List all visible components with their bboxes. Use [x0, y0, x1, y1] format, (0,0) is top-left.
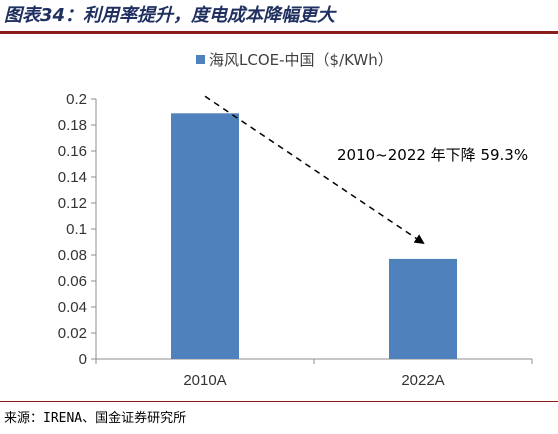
legend: 海风LCOE-中国（$/KWh）: [196, 51, 393, 69]
legend-swatch: [196, 55, 205, 64]
bar-series: [171, 113, 457, 359]
y-tick-label: 0.08: [58, 247, 87, 264]
y-tick-label: 0.12: [58, 195, 87, 212]
y-tick-label: 0.02: [58, 325, 87, 342]
y-tick-label: 0.16: [58, 143, 87, 160]
y-axis: 0 0.02 0.04 0.06 0.08 0.1 0.12 0.14 0.16 0.18 0.2: [58, 91, 97, 368]
legend-label: 海风LCOE-中国（$/KWh）: [209, 51, 393, 69]
y-tick-label: 0.06: [58, 273, 87, 290]
source-note: 来源：IRENA、国金证券研究所: [4, 411, 187, 426]
decline-annotation: 2010~2022 年下降 59.3%: [337, 146, 528, 164]
y-tick-label: 0.2: [66, 91, 87, 108]
x-tick-label: 2022A: [401, 372, 444, 389]
x-tick-label: 2010A: [183, 372, 226, 389]
x-axis: 2010A 2022A: [95, 358, 533, 389]
y-tick-label: 0.18: [58, 117, 87, 134]
y-tick-label: 0.14: [58, 169, 87, 186]
y-tick-label: 0.04: [58, 299, 87, 316]
y-tick-label: 0.1: [66, 221, 87, 238]
bar-2022A: [389, 258, 457, 359]
source-separator: [0, 401, 558, 402]
y-tick-label: 0: [79, 351, 87, 368]
bar-2010A: [171, 113, 239, 359]
figure-title: 图表34：利用率提升，度电成本降幅更大: [4, 5, 336, 26]
bar-chart: 海风LCOE-中国（$/KWh） 0 0.02 0.04 0.06 0.08 0.1 0.1…: [58, 51, 533, 389]
title-underline: [0, 31, 558, 34]
